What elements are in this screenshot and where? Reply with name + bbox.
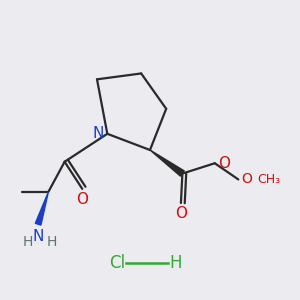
Text: N: N xyxy=(93,126,104,141)
Text: H: H xyxy=(22,235,33,248)
Text: O: O xyxy=(175,206,187,221)
Polygon shape xyxy=(35,192,48,225)
Text: H: H xyxy=(169,254,182,272)
Text: O: O xyxy=(218,156,230,171)
Text: N: N xyxy=(32,229,44,244)
Polygon shape xyxy=(150,150,184,176)
Text: O: O xyxy=(241,172,252,186)
Text: Cl: Cl xyxy=(109,254,125,272)
Text: O: O xyxy=(76,192,88,207)
Text: CH₃: CH₃ xyxy=(257,173,280,186)
Text: H: H xyxy=(46,235,56,248)
